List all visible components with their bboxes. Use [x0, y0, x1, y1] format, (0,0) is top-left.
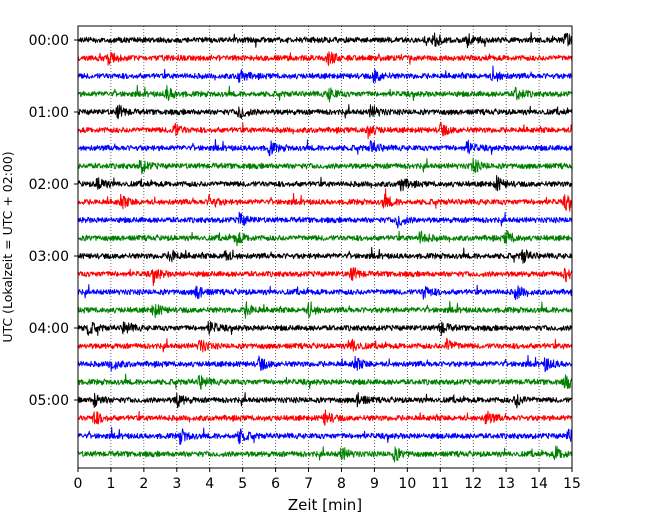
seismogram-trace	[77, 121, 573, 140]
seismogram-trace	[77, 354, 573, 373]
seismogram-trace	[77, 230, 573, 247]
seismogram-trace	[77, 246, 573, 264]
axes-frame	[77, 25, 573, 469]
seismogram-trace	[77, 267, 573, 286]
x-tick-label: 3	[172, 476, 181, 492]
seismogram-trace	[77, 84, 573, 103]
seismogram-trace	[77, 32, 573, 49]
x-tick-label: 1	[106, 476, 115, 492]
x-tick-label: 10	[398, 476, 416, 492]
x-tick-label: 11	[431, 476, 449, 492]
seismogram-trace	[77, 138, 573, 157]
x-tick-label: 14	[530, 476, 548, 492]
x-axis-label: Zeit [min]	[288, 496, 362, 514]
seismogram-trace	[77, 409, 573, 426]
seismogram-trace	[77, 65, 573, 84]
x-tick-label: 4	[205, 476, 214, 492]
y-tick-label: 04:00	[29, 321, 69, 337]
seismogram-trace	[77, 373, 573, 390]
x-tick-label: 13	[497, 476, 515, 492]
x-tick-label: 7	[304, 476, 313, 492]
seismogram-trace	[77, 321, 573, 337]
seismogram-trace	[77, 51, 573, 66]
seismogram-trace	[77, 175, 573, 192]
seismogram-trace	[77, 284, 573, 301]
x-tick-label: 12	[464, 476, 482, 492]
y-tick-label: 03:00	[29, 249, 69, 265]
seismogram-trace	[77, 300, 573, 319]
y-axis-label: UTC (Lokalzeit = UTC + 02:00)	[0, 151, 15, 342]
x-tick-label: 6	[271, 476, 280, 492]
seismogram-trace	[77, 211, 573, 229]
x-tick-label: 2	[139, 476, 148, 492]
x-tick-label: 9	[370, 476, 379, 492]
seismogram-trace	[77, 392, 573, 409]
trace-group	[77, 32, 573, 463]
x-tick-label: 8	[337, 476, 346, 492]
seismogram-trace	[77, 157, 573, 175]
seismogram-trace	[77, 337, 573, 353]
x-axis-ticks: 0 1 2 3 4 5 6 7 8 9 10 11 12 13 14 15	[74, 468, 581, 492]
seismogram-trace	[77, 426, 573, 445]
x-tick-label: 15	[563, 476, 581, 492]
y-axis-ticks: 00:00 01:00 02:00 03:00 04:00 05:00	[29, 33, 78, 409]
seismogram-trace	[77, 104, 573, 120]
seismogram-trace	[77, 188, 573, 212]
seismogram-trace	[77, 445, 573, 463]
y-tick-label: 02:00	[29, 177, 69, 193]
y-tick-label: 05:00	[29, 393, 69, 409]
y-tick-label: 01:00	[29, 105, 69, 121]
x-tick-label: 5	[238, 476, 247, 492]
y-tick-label: 00:00	[29, 33, 69, 49]
x-tick-label: 0	[74, 476, 83, 492]
